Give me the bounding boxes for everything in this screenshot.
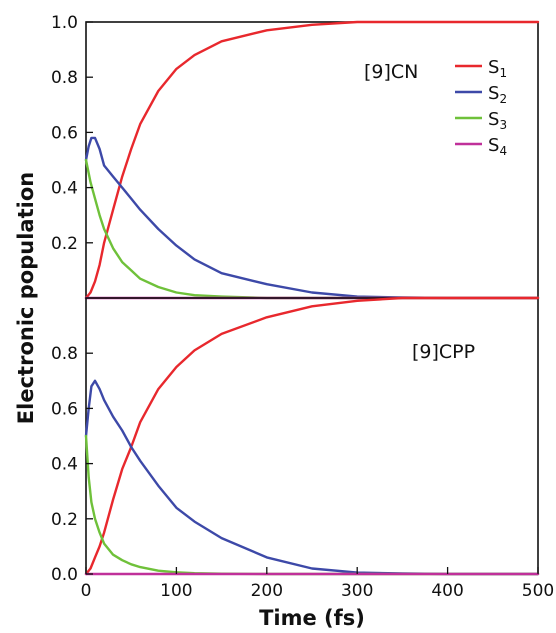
- y-tick-label: 0.8: [51, 344, 78, 364]
- x-tick-label: 100: [160, 581, 192, 601]
- panel-9cpp-frame: [85, 297, 539, 575]
- series-line-s1: [84, 296, 540, 576]
- panel-9cpp: 0.0 0.2 0.4 0.6 0.8 [9]CPP: [51, 296, 540, 585]
- y-tick-label: 0.4: [51, 455, 78, 475]
- x-tick-label: 300: [341, 581, 373, 601]
- y-tick-label: 0.2: [51, 510, 78, 530]
- legend-label: S3: [488, 109, 507, 132]
- series-line-s3: [84, 158, 540, 300]
- series-line-s1: [84, 20, 540, 300]
- series-line-s3: [84, 434, 540, 576]
- panel-9cpp-y-ticks: 0.0 0.2 0.4 0.6 0.8: [51, 344, 93, 585]
- y-axis-label: Electronic population: [14, 172, 38, 424]
- panel-9cn: 0.2 0.4 0.6 0.8 1.0 [9]CN S1 S2 S3 S4: [51, 13, 540, 300]
- panel-9cpp-curves: [84, 296, 540, 576]
- x-tick-label: 0: [81, 581, 92, 601]
- legend-label: S2: [488, 83, 507, 106]
- panel-9cn-curves: [84, 20, 540, 300]
- y-tick-label: 0.2: [51, 234, 78, 254]
- panel-9cpp-label: [9]CPP: [412, 341, 475, 363]
- y-tick-label: 0.4: [51, 179, 78, 199]
- y-tick-label: 0.0: [51, 565, 78, 585]
- y-tick-label: 0.6: [51, 399, 78, 419]
- panel-9cn-frame: [85, 21, 539, 299]
- series-line-s2: [84, 379, 540, 576]
- legend-label: S4: [488, 135, 507, 158]
- series-line-s2: [84, 136, 540, 300]
- x-tick-label: 500: [522, 581, 554, 601]
- panel-9cn-label: [9]CN: [364, 61, 418, 83]
- y-tick-label: 0.8: [51, 68, 78, 88]
- x-axis-label: Time (fs): [259, 606, 365, 630]
- x-tick-label: 200: [251, 581, 283, 601]
- legend: S1 S2 S3 S4: [455, 57, 507, 158]
- panel-9cn-y-ticks: 0.2 0.4 0.6 0.8 1.0: [51, 13, 93, 254]
- x-tick-label: 400: [431, 581, 463, 601]
- y-tick-label: 1.0: [51, 13, 78, 33]
- x-axis-ticks: 0 100 200 300 400 500: [81, 567, 554, 601]
- legend-label: S1: [488, 57, 507, 80]
- y-tick-label: 0.6: [51, 123, 78, 143]
